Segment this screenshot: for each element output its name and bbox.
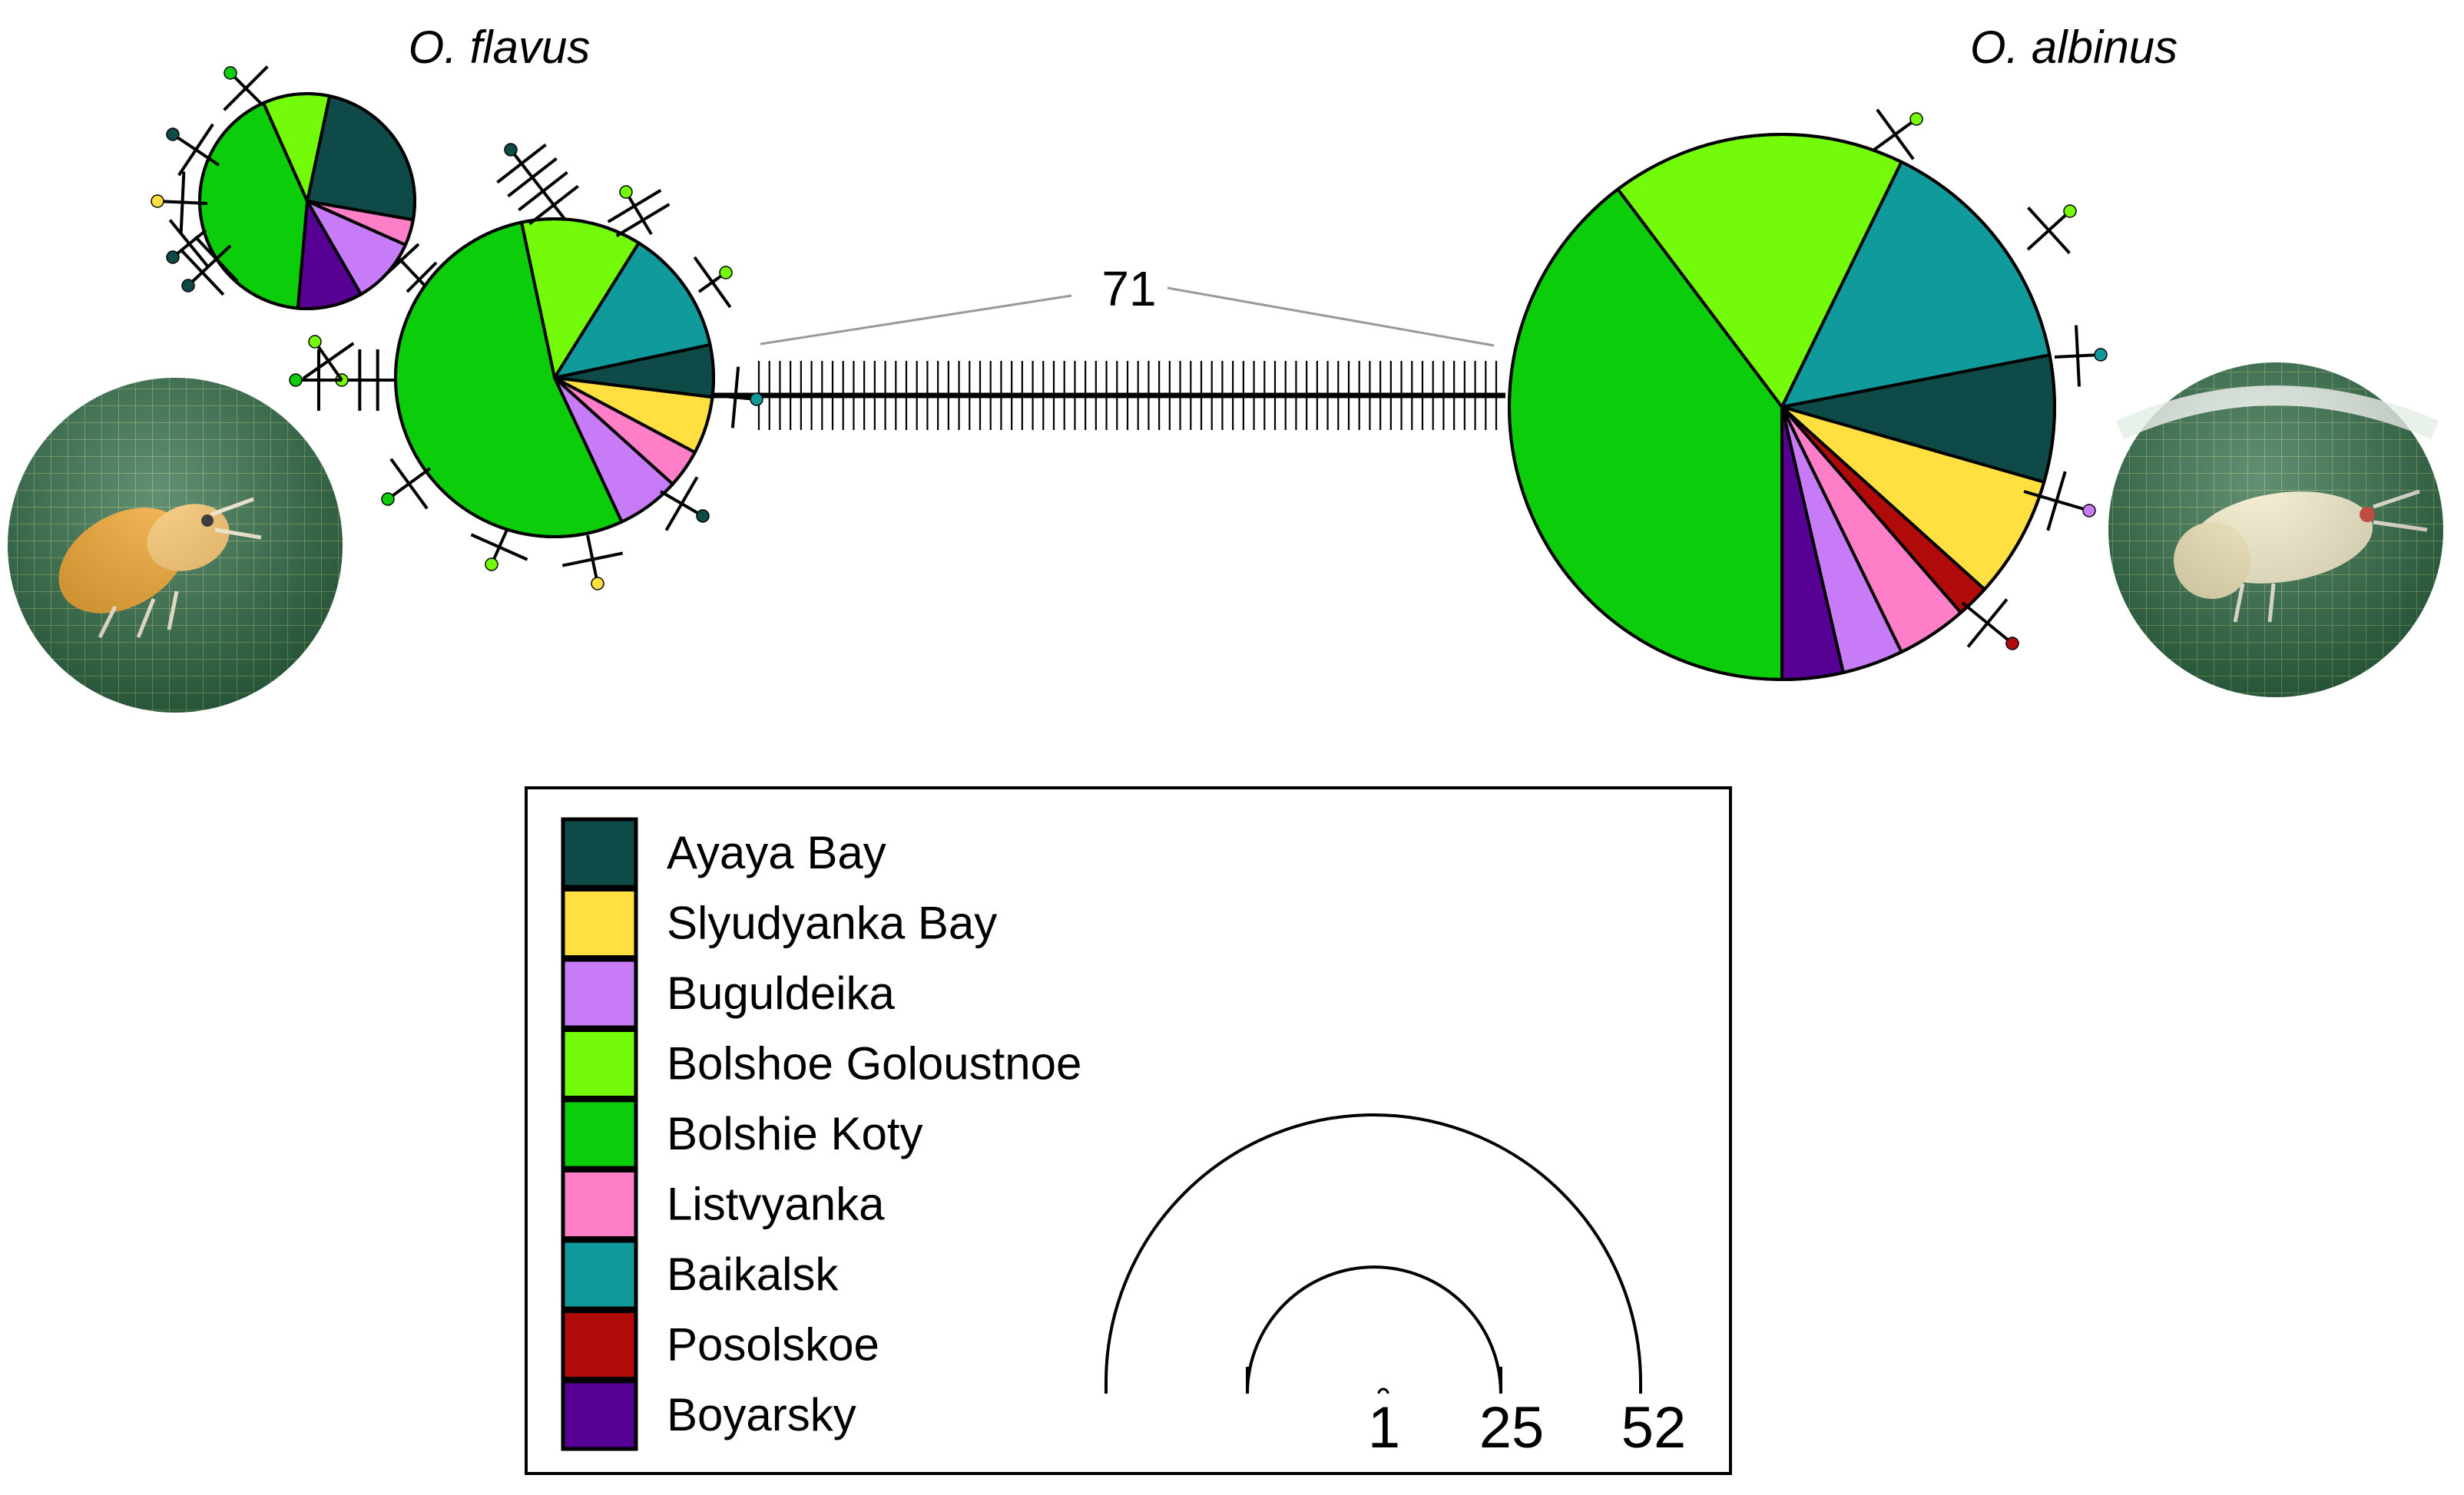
- legend-swatch: [561, 958, 638, 1030]
- legend-label: Posolskoe: [667, 1319, 879, 1371]
- mutation-tick: [2075, 325, 2081, 387]
- satellite-haplotype: [289, 373, 303, 387]
- legend-label: Boyarsky: [667, 1389, 856, 1440]
- satellite-haplotype: [750, 392, 763, 406]
- legend-swatch: [561, 1098, 638, 1170]
- legend-swatch: [561, 888, 638, 959]
- legend-label: Ayaya Bay: [667, 827, 886, 878]
- mutation-tick: [496, 143, 547, 184]
- mutation-connector: 71: [710, 261, 1505, 430]
- legend-swatch: [561, 1169, 638, 1240]
- satellite-haplotype: [224, 66, 237, 80]
- amphipod-photo-orange: [8, 378, 343, 713]
- mutation-tick: [518, 170, 568, 212]
- mutation-tick: [1876, 108, 1915, 160]
- mutation-tick: [561, 551, 624, 567]
- haplotype-flavus-small: [198, 92, 416, 310]
- mutation-tick: [607, 189, 662, 223]
- legend-item: Boyarsky: [561, 1379, 856, 1451]
- satellite-haplotype: [166, 250, 180, 264]
- mutation-tick: [730, 366, 740, 428]
- satellite-haplotype: [151, 194, 164, 208]
- mutation-tick: [2046, 471, 2067, 531]
- legend-item: Buguldeika: [561, 958, 896, 1030]
- legend-label: Listvyanka: [667, 1179, 885, 1230]
- legend-item: Bolshie Koty: [561, 1098, 923, 1170]
- mutation-tick: [389, 458, 429, 510]
- mutation-tick: [302, 342, 355, 380]
- satellite-haplotype: [696, 509, 710, 523]
- scale-label-1: 1: [1368, 1395, 1400, 1460]
- mutation-tick: [194, 235, 239, 283]
- satellite-haplotype: [2005, 637, 2019, 650]
- legend-swatch: [561, 1379, 638, 1451]
- mutation-tick: [179, 171, 186, 233]
- scale-label-52: 52: [1621, 1395, 1687, 1460]
- mutation-ticks: [757, 361, 1498, 430]
- mutation-count-label: 71: [1101, 261, 1156, 316]
- mutation-tick: [664, 476, 699, 531]
- legend-item: Bolshoe Goloustnoe: [561, 1028, 1081, 1100]
- legend-label: Bolshoe Goloustnoe: [667, 1038, 1081, 1090]
- legend-label: Baikalsk: [667, 1249, 839, 1300]
- satellite-haplotype: [181, 279, 195, 293]
- size-scale: 1 25 52: [1104, 1113, 1687, 1460]
- satellite-haplotype: [2094, 348, 2108, 362]
- amphipod-photo-white: [2108, 362, 2443, 697]
- satellite-haplotype: [1909, 112, 1923, 126]
- legend-label: Bolshie Koty: [667, 1108, 923, 1159]
- legend-item: Listvyanka: [561, 1169, 885, 1240]
- legend-item: Ayaya Bay: [561, 817, 886, 889]
- mutation-tick: [470, 533, 528, 561]
- mutation-tick: [223, 65, 269, 111]
- legend-item: Posolskoe: [561, 1309, 879, 1381]
- mutation-tick: [615, 203, 671, 237]
- mutation-tick: [528, 184, 579, 226]
- legend-swatch: [561, 1239, 638, 1311]
- legend-item: Baikalsk: [561, 1239, 839, 1311]
- legend-item: Slyudyanka Bay: [561, 888, 997, 959]
- title-o-flavus: O. flavus: [409, 21, 591, 73]
- mutation-tick: [177, 123, 214, 177]
- satellite-haplotype: [719, 266, 733, 279]
- legend-label: Slyudyanka Bay: [667, 898, 997, 949]
- satellite-haplotypes: [151, 65, 2108, 650]
- mutation-tick: [1966, 598, 2009, 648]
- scale-label-25: 25: [1479, 1395, 1545, 1460]
- satellite-haplotype: [619, 185, 633, 199]
- satellite-haplotype: [2082, 504, 2096, 518]
- mutation-tick: [168, 219, 210, 269]
- satellite-haplotype: [504, 143, 518, 157]
- legend-label: Buguldeika: [667, 967, 896, 1019]
- haplotype-flavus-main: [394, 217, 715, 538]
- legend-swatch: [561, 1309, 638, 1381]
- legend-swatch: [561, 1028, 638, 1100]
- legend-swatch: [561, 817, 638, 889]
- haplotype-albinus-main: [1508, 133, 2056, 682]
- satellite-haplotype: [2063, 204, 2077, 218]
- mutation-tick: [507, 157, 558, 198]
- link-small-main: [396, 256, 426, 287]
- satellite-haplotype: [591, 577, 604, 590]
- mutation-tick: [2027, 207, 2071, 254]
- mutation-tick: [180, 249, 225, 296]
- mutation-tick: [693, 256, 732, 309]
- satellite-haplotype: [308, 335, 322, 349]
- title-o-albinus: O. albinus: [1970, 21, 2178, 73]
- satellite-haplotype: [381, 492, 395, 506]
- satellite-haplotype: [166, 127, 180, 141]
- satellite-haplotype: [485, 557, 498, 571]
- legend: Ayaya Bay Slyudyanka Bay Buguldeika Bolshoe…: [525, 786, 1732, 1475]
